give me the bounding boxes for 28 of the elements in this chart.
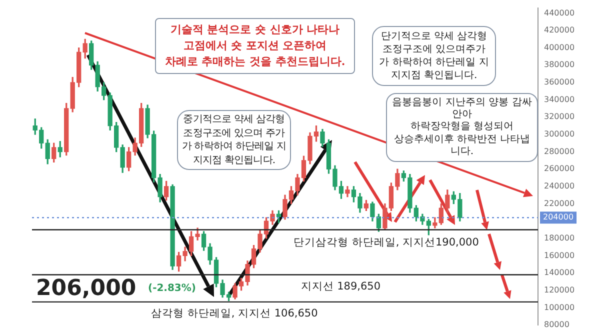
y-tick-label: 240000 bbox=[544, 182, 575, 190]
ref-line-label: 지지선 189,650 bbox=[300, 280, 381, 292]
ref-line-label: 204000 bbox=[543, 212, 574, 222]
ref-line-label: 삼각형 하단레일, 지지선 106,650 bbox=[151, 308, 318, 320]
annotation: 206,000 bbox=[36, 276, 136, 302]
y-tick-label: 440000 bbox=[544, 8, 575, 18]
y-tick-label: 220000 bbox=[544, 198, 575, 208]
y-tick-label: 340000 bbox=[544, 94, 575, 104]
y-tick-label: 420000 bbox=[544, 26, 575, 35]
y-tick-label: 180000 bbox=[544, 233, 575, 242]
scroll-box: 기술적 분석으로 숏 신호가 나타나 고점에서 숏 포지션 오픈하여 차례로 추매하는 것을 추천드립니다. bbox=[155, 18, 355, 74]
y-tick-label: 120000 bbox=[544, 285, 575, 294]
y-tick-label: 400000 bbox=[544, 42, 575, 52]
y-tick-label: 280000 bbox=[544, 146, 575, 156]
y-tick-label: 140000 bbox=[544, 268, 575, 278]
speech-bubble: 음봉음봉이 지난주의 양봉 감싸안아 하락장악형을 형성되어 상승추세이후 하락반전 나타냅니다. bbox=[386, 93, 538, 162]
y-tick-label: 360000 bbox=[544, 78, 575, 87]
y-tick-label: 160000 bbox=[544, 250, 575, 260]
y-tick-label: 380000 bbox=[544, 60, 575, 70]
ref-line-label: 단기삼각형 하단레일, 지지선190,000 bbox=[293, 236, 479, 248]
speech-bubble: 중기적으로 약세 삼각형 조정구조에 있으며 주가 가 하락하여 하단레일 지 지지점 확인됩니다. bbox=[177, 110, 291, 170]
y-tick-label: 300000 bbox=[544, 130, 575, 139]
annotation: (-2.83%) bbox=[148, 283, 196, 295]
speech-bubble: 단기적으로 약세 삼각형 조정구조에 있으며주가 가 하락하여 하단레일 지 지지점 확인됩니다. bbox=[372, 26, 496, 86]
y-tick-label: 260000 bbox=[544, 164, 575, 174]
y-tick-label: 320000 bbox=[544, 112, 575, 122]
y-tick-label: 80000 bbox=[544, 320, 570, 330]
y-tick-label: 100000 bbox=[544, 302, 575, 312]
